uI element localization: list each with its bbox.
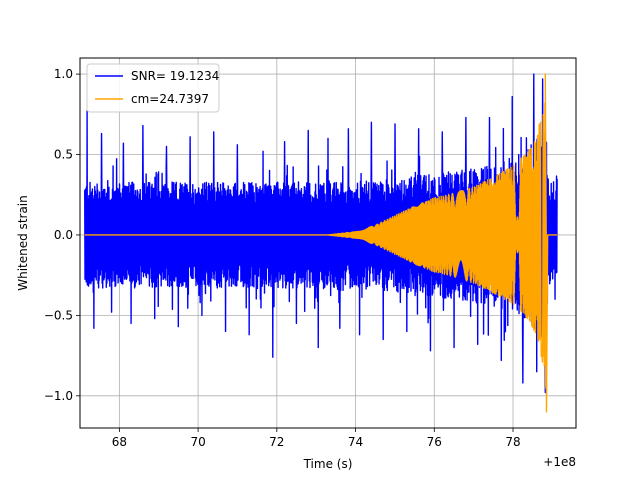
y-axis-label: Whitened strain [16,195,30,291]
y-tick-label: −0.5 [44,308,73,322]
y-tick-label: 1.0 [54,67,73,81]
x-tick-label: 78 [505,435,520,449]
x-tick-label: 72 [269,435,284,449]
x-tick-label: 76 [427,435,442,449]
legend: SNR= 19.1234 cm=24.7397 [86,63,220,113]
x-axis-offset: +1e8 [543,455,576,469]
y-axis-ticks: −1.0 −0.5 0.0 0.5 1.0 [44,67,80,403]
x-tick-label: 68 [112,435,127,449]
plot-frame [79,57,577,429]
series-layer [84,73,558,413]
x-tick-label: 70 [190,435,205,449]
legend-label-cm: cm=24.7397 [131,92,209,106]
series-line-cm [84,73,558,413]
y-tick-label: −1.0 [44,389,73,403]
x-axis-ticks: 68 70 72 74 76 78 [112,428,521,449]
x-tick-label: 74 [348,435,363,449]
x-axis-label: Time (s) [303,457,353,471]
y-tick-label: 0.5 [54,148,73,162]
legend-label-snr: SNR= 19.1234 [131,69,219,83]
y-tick-label: 0.0 [54,228,73,242]
